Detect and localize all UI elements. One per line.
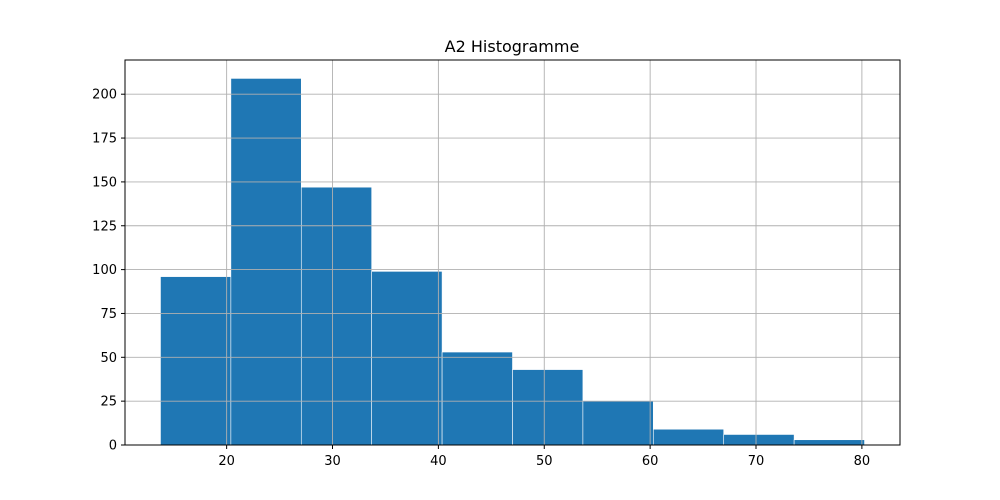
- x-tick-label: 80: [854, 454, 871, 469]
- y-tick-label: 150: [92, 175, 117, 190]
- x-tick-label: 30: [324, 454, 341, 469]
- x-tick-label: 70: [748, 454, 765, 469]
- histogram-bars: [160, 78, 865, 446]
- y-tick-label: 175: [92, 132, 117, 147]
- grid-lines: [125, 60, 900, 446]
- histogram-bar: [371, 271, 443, 446]
- chart-title: A2 Histogramme: [445, 37, 580, 56]
- histogram-bar: [582, 400, 654, 446]
- y-tick-label: 125: [92, 219, 117, 234]
- x-tick-label: 50: [536, 454, 553, 469]
- histogram-bar: [512, 369, 584, 446]
- y-tick-label: 200: [92, 88, 117, 103]
- histogram-bar: [300, 186, 372, 446]
- y-tick-label: 100: [92, 263, 117, 278]
- histogram-bar: [653, 428, 725, 446]
- y-axis-ticks: 0 25 50 75 100 125 150 175 200: [92, 88, 125, 454]
- x-tick-label: 40: [430, 454, 447, 469]
- histogram-bar: [160, 276, 232, 446]
- histogram-bar: [793, 439, 865, 446]
- x-tick-label: 60: [642, 454, 659, 469]
- y-tick-label: 75: [100, 307, 117, 322]
- x-tick-label: 20: [218, 454, 235, 469]
- y-tick-label: 50: [100, 351, 117, 366]
- y-tick-label: 0: [109, 439, 117, 454]
- plot-area-frame: [124, 59, 901, 446]
- x-axis-ticks: 20 30 40 50 60 70 80: [218, 445, 870, 469]
- histogram-bar: [230, 78, 302, 446]
- histogram-bar: [723, 434, 795, 446]
- histogram-bar: [441, 351, 513, 446]
- y-tick-label: 25: [100, 395, 117, 410]
